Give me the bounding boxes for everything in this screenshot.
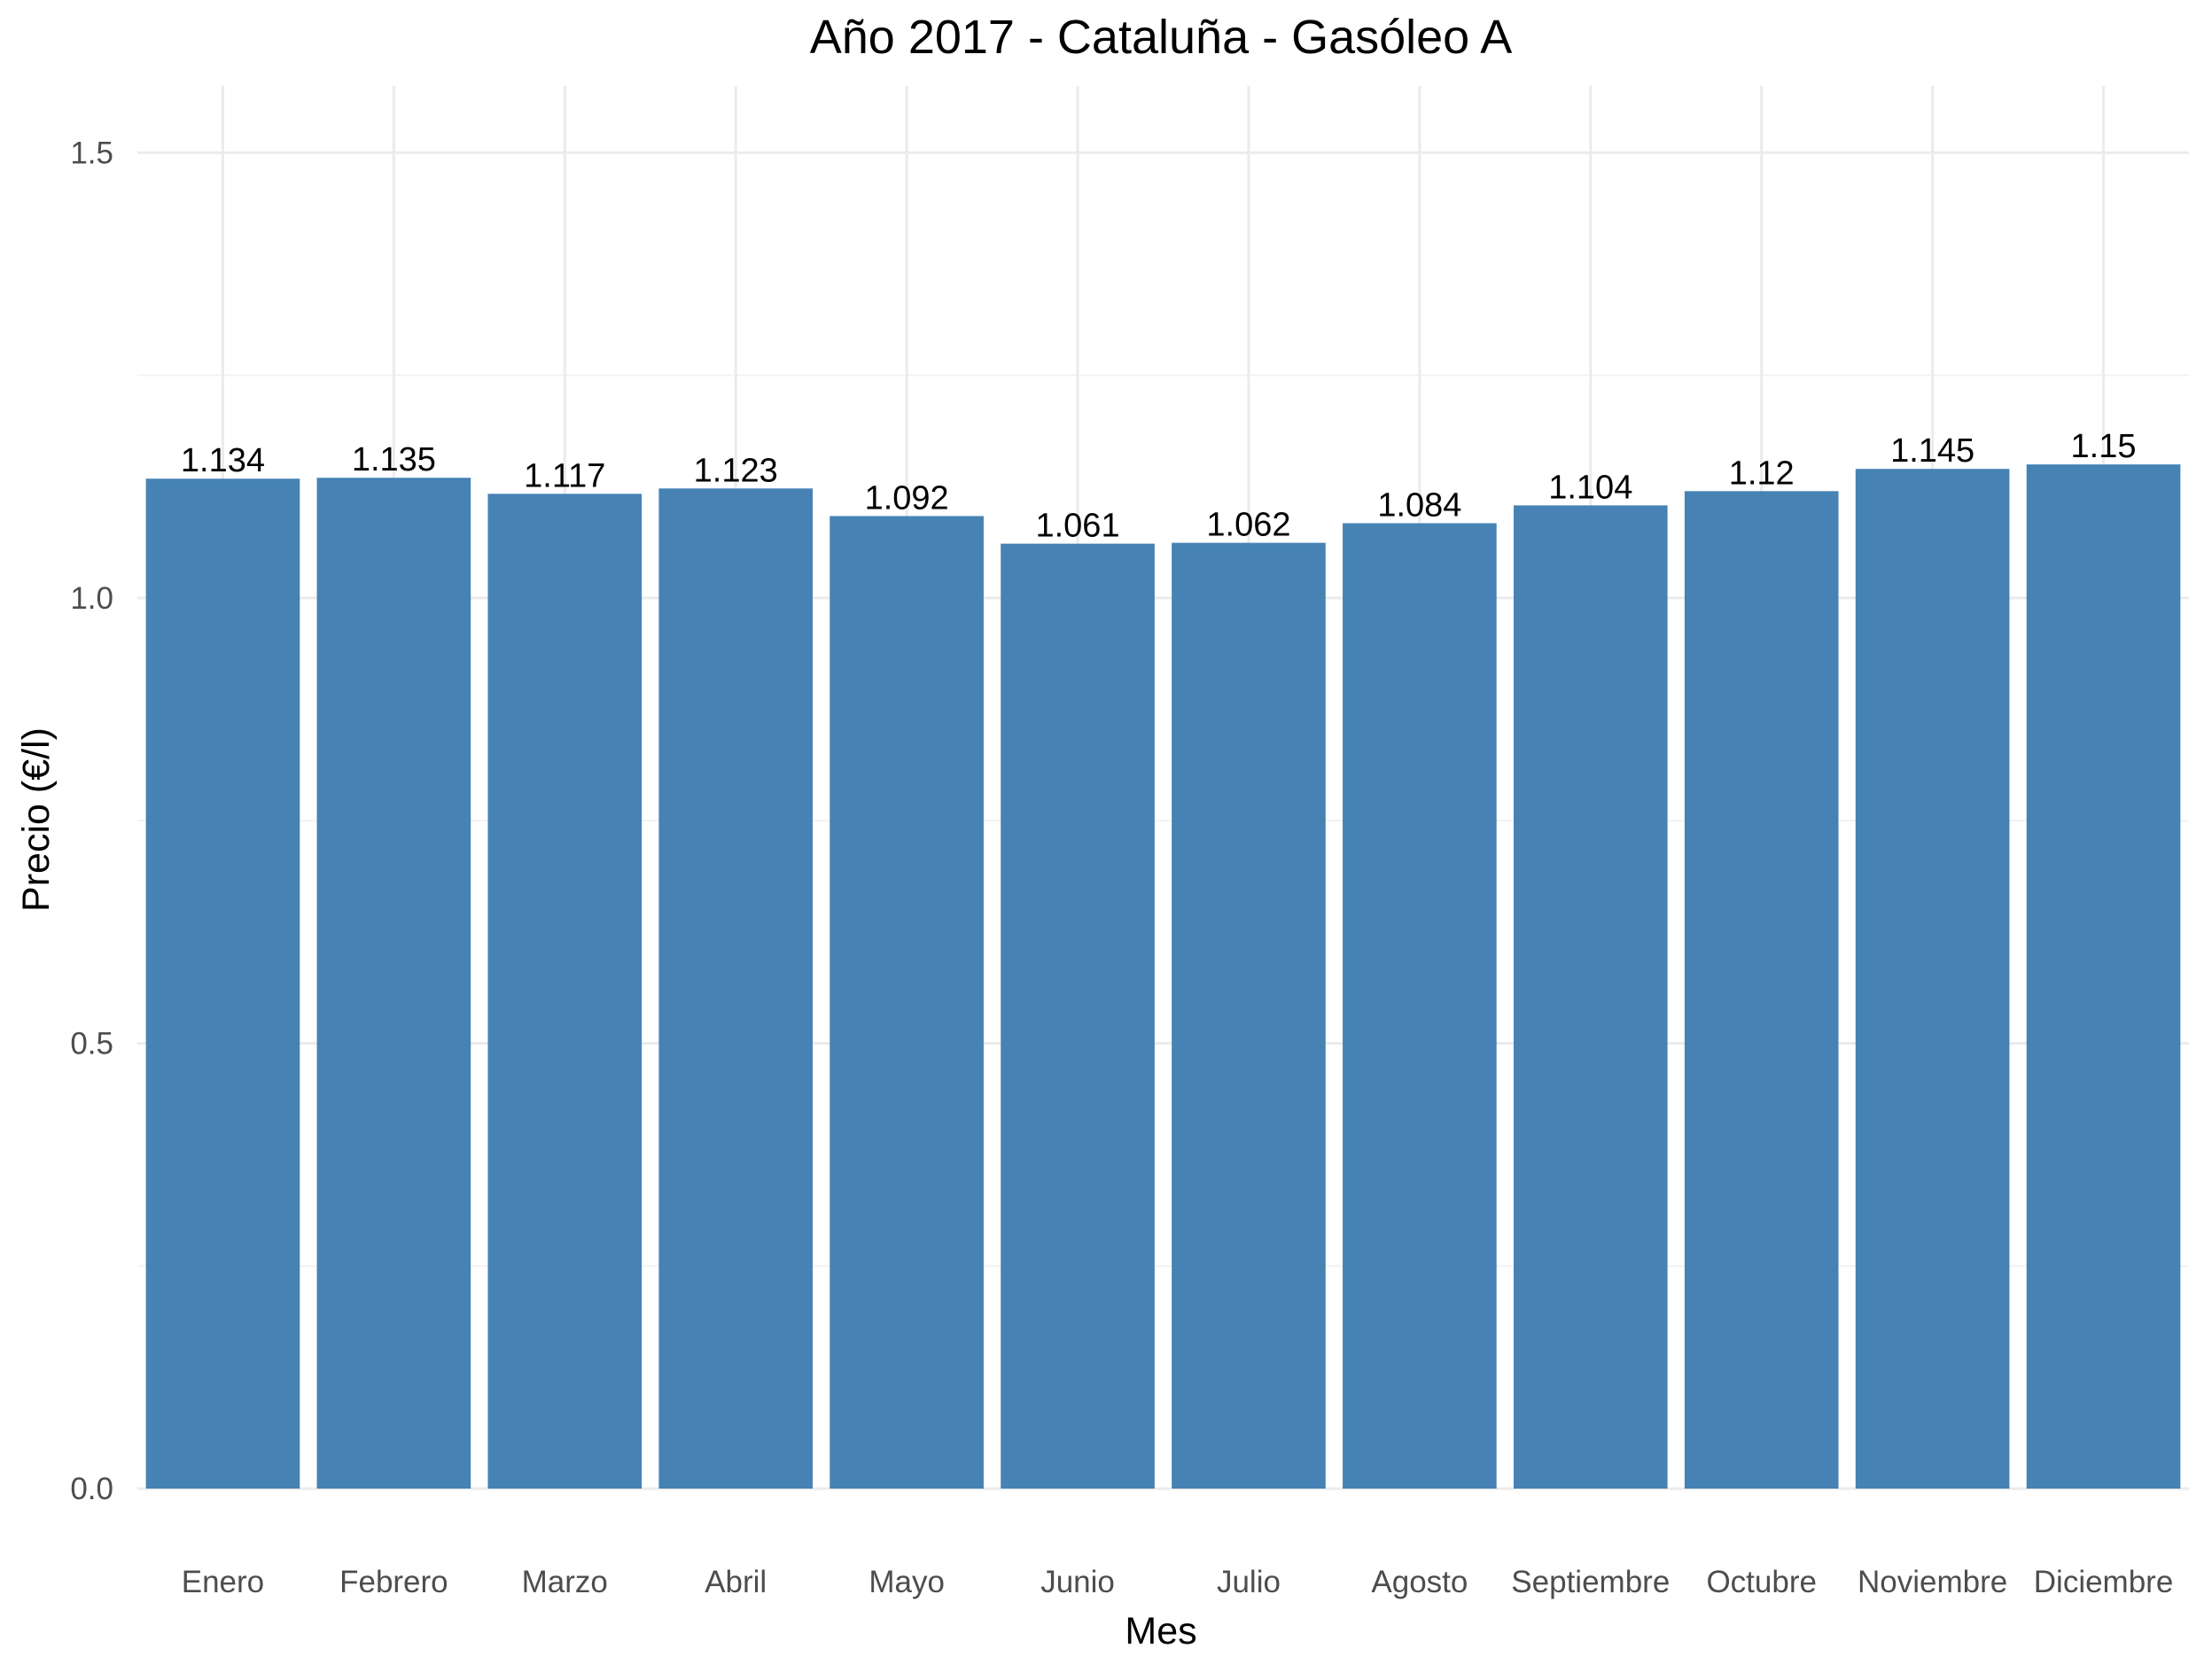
bar (1172, 542, 1326, 1489)
bar-value-label: 1.134 (181, 442, 265, 479)
bar-value-label: 1.062 (1206, 507, 1290, 544)
data-labels: 1.134 1.135 1.117 1.123 1.092 1.061 1.062 1.084… (181, 428, 2137, 544)
x-axis-ticks: Enero Febrero Marzo Abril Mayo Junio Julio Agos… (182, 1565, 2174, 1599)
bar (658, 488, 814, 1489)
x-tick-label: Abril (705, 1565, 767, 1599)
bar-value-label: 1.104 (1548, 469, 1632, 506)
bar (830, 516, 984, 1489)
x-tick-label: Noviembre (1858, 1565, 2007, 1599)
bar-value-label: 1.117 (524, 457, 605, 494)
y-axis-title: Precio (€/l) (15, 727, 58, 912)
bar (145, 478, 300, 1489)
bar (1001, 543, 1155, 1489)
x-tick-label: Febrero (339, 1565, 448, 1599)
bar-value-label: 1.12 (1729, 455, 1795, 492)
bar (316, 478, 471, 1489)
bar (1855, 469, 2010, 1489)
bar-value-label: 1.084 (1377, 486, 1461, 524)
y-axis-ticks: 0.0 0.5 1.0 1.5 (70, 136, 113, 1506)
bar (2026, 464, 2181, 1489)
x-tick-label: Diciembre (2034, 1565, 2174, 1599)
chart-title: Año 2017 - Cataluña - Gasóleo A (810, 11, 1513, 64)
bar (1684, 491, 1839, 1489)
x-tick-label: Julio (1217, 1565, 1281, 1599)
bar-value-label: 1.15 (2071, 428, 2137, 465)
bar (1513, 505, 1668, 1489)
bar (1343, 523, 1497, 1489)
x-axis-title: Mes (1125, 1610, 1196, 1653)
y-tick-label: 1.0 (70, 581, 113, 616)
bar-value-label: 1.135 (352, 441, 436, 478)
x-tick-label: Septiembre (1511, 1565, 1670, 1599)
x-tick-label: Agosto (1371, 1565, 1468, 1599)
bar-value-label: 1.061 (1035, 508, 1119, 545)
x-tick-label: Junio (1040, 1565, 1115, 1599)
bar (487, 494, 643, 1489)
x-tick-label: Octubre (1706, 1565, 1817, 1599)
y-tick-label: 1.5 (70, 136, 113, 170)
x-tick-label: Mayo (868, 1565, 945, 1599)
bar-value-label: 1.092 (865, 479, 949, 517)
bars (145, 464, 2181, 1489)
y-tick-label: 0.0 (70, 1472, 113, 1506)
bar-value-label: 1.145 (1890, 432, 1974, 470)
y-tick-label: 0.5 (70, 1026, 113, 1061)
x-tick-label: Enero (182, 1565, 264, 1599)
x-tick-label: Marzo (522, 1565, 608, 1599)
bar-value-label: 1.123 (694, 452, 778, 489)
